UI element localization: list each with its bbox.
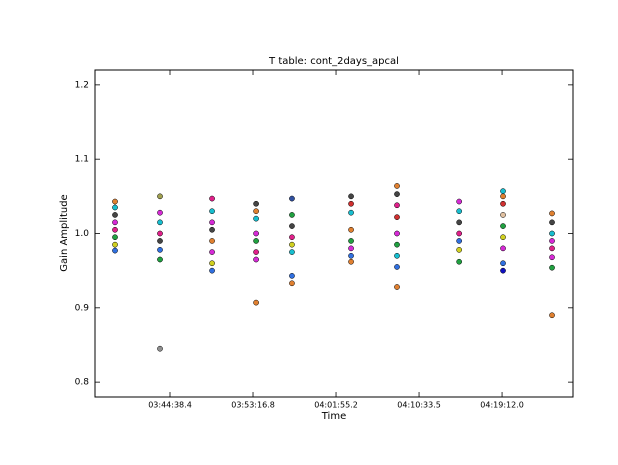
point	[456, 230, 462, 237]
point	[289, 212, 295, 218]
point	[456, 208, 462, 215]
point	[549, 245, 555, 252]
x-tick-label: 04:19:12.0	[480, 401, 524, 410]
point	[209, 238, 215, 244]
point	[112, 198, 118, 205]
point	[209, 226, 215, 233]
point	[500, 245, 506, 252]
point	[394, 252, 400, 259]
point	[112, 241, 118, 248]
point	[348, 209, 354, 216]
point	[549, 219, 555, 226]
point	[289, 195, 295, 202]
point	[289, 223, 295, 229]
point	[500, 260, 506, 267]
point	[394, 214, 400, 220]
point	[209, 219, 215, 226]
point	[289, 249, 295, 255]
point	[500, 188, 506, 194]
point	[500, 193, 506, 200]
point	[157, 193, 163, 200]
point	[112, 226, 118, 233]
y-tick-label: 0.9	[75, 303, 90, 313]
point	[289, 234, 295, 241]
point	[253, 230, 259, 237]
point	[500, 200, 506, 207]
point	[289, 241, 295, 248]
point	[500, 234, 506, 241]
point	[157, 230, 163, 237]
point	[289, 273, 295, 279]
point	[348, 238, 354, 244]
y-axis-label: Gain Amplitude	[59, 194, 70, 271]
y-tick-label: 1.2	[75, 80, 89, 90]
point	[456, 258, 462, 265]
point	[112, 219, 118, 226]
point	[500, 267, 506, 274]
point	[157, 238, 163, 244]
y-tick-label: 1.0	[75, 229, 90, 239]
point	[209, 267, 215, 274]
point	[394, 191, 400, 197]
point	[209, 195, 215, 202]
point	[456, 238, 462, 244]
point	[253, 299, 259, 306]
point	[348, 226, 354, 233]
point	[253, 208, 259, 215]
point	[348, 245, 354, 252]
x-tick-label: 04:01:55.2	[314, 401, 358, 410]
point	[348, 193, 354, 200]
point	[549, 312, 555, 319]
point	[157, 256, 163, 263]
plot-frame	[94, 69, 574, 398]
point	[549, 254, 555, 261]
point	[348, 258, 354, 265]
point	[157, 345, 163, 352]
point	[549, 264, 555, 271]
point	[253, 200, 259, 207]
point	[394, 183, 400, 189]
point	[549, 238, 555, 244]
point	[394, 284, 400, 290]
point	[112, 212, 118, 218]
point	[253, 256, 259, 263]
point	[289, 280, 295, 287]
point	[348, 252, 354, 259]
x-tick-label: 04:10:33.5	[397, 401, 441, 410]
point	[112, 247, 118, 254]
point	[157, 219, 163, 226]
point	[500, 212, 506, 218]
point	[253, 215, 259, 222]
point	[500, 223, 506, 229]
x-tick-label: 03:53:16.8	[231, 401, 275, 410]
point	[112, 204, 118, 211]
point	[253, 249, 259, 255]
point	[394, 264, 400, 270]
point	[456, 247, 462, 253]
point	[112, 234, 118, 241]
point	[157, 209, 163, 216]
point	[209, 260, 215, 267]
point	[157, 247, 163, 253]
chart-title: T table: cont_2days_apcal	[268, 56, 399, 67]
point	[394, 230, 400, 237]
point	[209, 249, 215, 255]
point	[209, 208, 215, 215]
x-axis-label: Time	[321, 411, 346, 422]
point	[253, 238, 259, 244]
point	[394, 202, 400, 209]
y-tick-label: 1.1	[75, 155, 89, 165]
y-tick-label: 0.8	[75, 378, 90, 388]
point	[348, 200, 354, 207]
x-tick-label: 03:44:38.4	[148, 401, 192, 410]
point	[456, 219, 462, 226]
point	[549, 230, 555, 237]
point	[456, 198, 462, 205]
point	[394, 241, 400, 248]
point	[549, 210, 555, 217]
